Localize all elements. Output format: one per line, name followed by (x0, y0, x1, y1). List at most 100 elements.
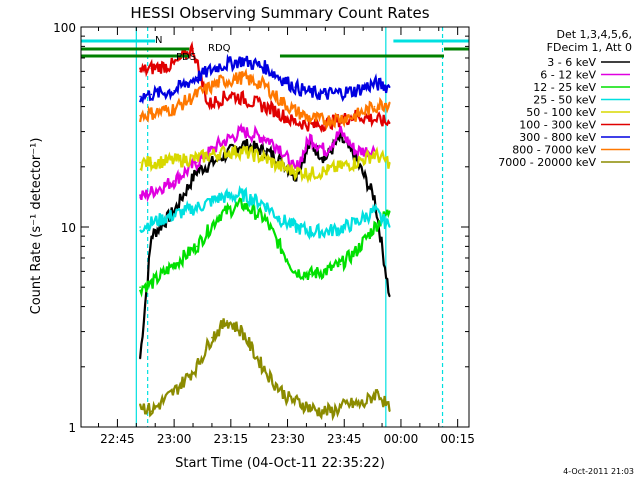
data-point-50-100-kev (388, 161, 391, 164)
data-point-800-7000-kev (279, 99, 281, 102)
legend: Det 1,3,4,5,6, FDecim 1, Att 0 3 - 6 keV… (498, 28, 632, 169)
data-point-100-300-kev (139, 70, 141, 73)
data-point-25-50-kev (309, 230, 312, 233)
legend-header-line-1: Det 1,3,4,5,6, (556, 28, 632, 41)
data-point-6-12-kev (339, 130, 342, 133)
data-point-7000-20000-kev (362, 403, 364, 406)
legend-header-line-2: FDecim 1, Att 0 (547, 41, 632, 54)
data-point-3-6-kev (388, 295, 391, 298)
data-point-3-6-kev (139, 357, 141, 360)
data-point-50-100-kev (354, 161, 357, 164)
y-tick-label: 100 (53, 21, 76, 35)
legend-label-50-100-kev: 50 - 100 keV (526, 106, 596, 119)
data-point-25-50-kev (339, 228, 342, 230)
data-point-100-300-kev (192, 47, 194, 50)
data-point-800-7000-kev (139, 114, 141, 117)
x-tick-label: 23:00 (157, 432, 192, 446)
data-point-7000-20000-kev (173, 391, 175, 393)
data-point-300-800-kev (196, 76, 198, 79)
data-point-50-100-kev (218, 152, 221, 154)
data-point-300-800-kev (294, 86, 296, 88)
series-line-7000-20000-kev (139, 318, 391, 422)
data-point-50-100-kev (324, 170, 327, 172)
flag-label-n: N (155, 35, 162, 46)
data-point-100-300-kev (275, 110, 278, 112)
data-point-300-800-kev (279, 76, 281, 79)
legend-label-6-12-kev: 6 - 12 keV (540, 69, 596, 82)
data-point-7000-20000-kev (150, 410, 153, 413)
data-point-3-6-kev (173, 210, 175, 212)
data-point-7000-20000-kev (271, 380, 274, 382)
legend-label-100-300-kev: 100 - 300 keV (519, 119, 596, 132)
data-point-50-100-kev (139, 161, 141, 164)
data-point-800-7000-kev (388, 101, 391, 104)
data-point-7000-20000-kev (301, 403, 304, 406)
legend-label-300-800-kev: 300 - 800 keV (519, 131, 596, 144)
data-point-800-7000-kev (196, 93, 198, 96)
data-point-300-800-kev (173, 90, 175, 92)
data-point-300-800-kev (388, 86, 391, 88)
data-point-100-300-kev (207, 103, 209, 106)
data-point-50-100-kev (264, 157, 266, 160)
data-point-25-50-kev (279, 217, 281, 220)
chart-title: HESSI Observing Summary Count Rates (130, 4, 429, 22)
legend-label-7000-20000-kev: 7000 - 20000 keV (498, 156, 596, 169)
data-point-3-6-kev (373, 197, 376, 199)
data-point-300-800-kev (339, 91, 342, 94)
data-point-3-6-kev (279, 157, 281, 160)
data-point-6-12-kev (150, 191, 153, 193)
legend-label-800-7000-kev: 800 - 7000 keV (512, 144, 596, 157)
data-point-50-100-kev (309, 172, 312, 175)
legend-label-3-6-kev: 3 - 6 keV (547, 56, 596, 69)
series-line-25-50-kev (139, 184, 391, 241)
series-line-6-12-kev (139, 122, 376, 203)
data-point-3-6-kev (150, 235, 153, 237)
data-point-50-100-kev (339, 166, 342, 168)
data-point-100-300-kev (290, 119, 293, 122)
data-point-50-100-kev (241, 150, 243, 152)
data-point-25-50-kev (354, 222, 357, 224)
data-point-50-100-kev (294, 170, 296, 172)
data-point-12-25-kev (218, 214, 221, 216)
data-point-300-800-kev (241, 59, 243, 62)
data-point-25-50-kev (139, 226, 141, 228)
data-point-800-7000-kev (264, 84, 266, 87)
data-point-6-12-kev (196, 161, 198, 164)
x-tick-label: 23:15 (214, 432, 249, 446)
legend-label-12-25-kev: 12 - 25 keV (533, 81, 596, 94)
data-point-7000-20000-kev (226, 319, 228, 322)
data-point-3-6-kev (241, 143, 243, 145)
data-point-6-12-kev (373, 150, 376, 152)
data-point-800-7000-kev (309, 117, 312, 119)
data-point-100-300-kev (150, 67, 153, 70)
series-line-300-800-kev (139, 53, 391, 105)
data-point-7000-20000-kev (317, 410, 319, 413)
data-point-3-6-kev (264, 150, 266, 152)
data-point-800-7000-kev (173, 108, 175, 110)
data-point-25-50-kev (294, 226, 296, 228)
data-point-7000-20000-kev (332, 410, 334, 413)
data-point-25-50-kev (264, 203, 266, 205)
data-point-6-12-kev (354, 150, 357, 152)
data-point-6-12-kev (279, 146, 281, 149)
data-point-12-25-kev (388, 210, 391, 212)
data-point-7000-20000-kev (196, 366, 198, 368)
data-point-6-12-kev (241, 130, 243, 133)
x-axis: 22:45 23:00 23:15 23:30 23:45 00:00 00:15 (98, 27, 475, 446)
data-point-3-6-kev (339, 136, 342, 139)
series-line-3-6-kev (139, 126, 391, 359)
data-point-800-7000-kev (241, 76, 243, 79)
data-point-100-300-kev (252, 101, 255, 104)
data-point-25-50-kev (324, 230, 327, 233)
data-point-800-7000-kev (150, 112, 153, 115)
data-point-12-25-kev (309, 273, 312, 276)
data-point-25-50-kev (196, 206, 198, 209)
data-point-800-7000-kev (339, 117, 342, 119)
data-point-300-800-kev (218, 65, 221, 67)
data-point-6-12-kev (264, 136, 266, 139)
y-tick-label: 10 (61, 221, 76, 235)
data-point-6-12-kev (173, 180, 175, 182)
data-point-50-100-kev (173, 159, 175, 162)
